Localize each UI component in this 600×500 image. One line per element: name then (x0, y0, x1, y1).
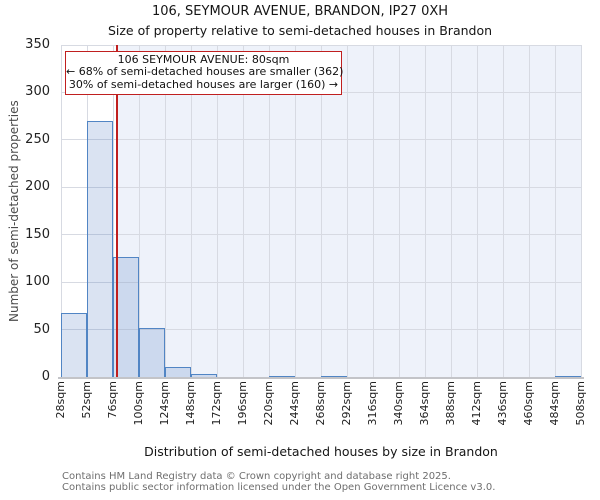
x-tick-label: 388sqm (444, 381, 457, 426)
chart-subtitle: Size of property relative to semi-detach… (107, 23, 493, 38)
x-gridline (294, 45, 296, 377)
x-tick-label: 28sqm (54, 381, 67, 419)
x-gridline (190, 45, 192, 377)
y-tick-label: 300 (25, 84, 50, 100)
x-tick-label: 100sqm (132, 381, 145, 426)
x-tick-label: 268sqm (314, 381, 327, 426)
x-gridline (476, 45, 478, 377)
x-tick-label: 52sqm (80, 381, 93, 419)
x-gridline (398, 45, 400, 377)
annotation-box: 106 SEYMOUR AVENUE: 80sqm ← 68% of semi-… (65, 51, 344, 95)
x-tick-label: 484sqm (548, 381, 561, 426)
x-tick-label: 172sqm (210, 381, 223, 426)
x-tick-label: 460sqm (522, 381, 535, 426)
x-gridline (112, 45, 114, 377)
x-tick-label: 316sqm (366, 381, 379, 426)
x-gridline (372, 45, 374, 377)
x-gridline (502, 45, 504, 377)
x-gridline (554, 45, 556, 377)
x-tick-label: 196sqm (236, 381, 249, 426)
x-tick-label: 436sqm (496, 381, 509, 426)
plot-area: 106 SEYMOUR AVENUE: 80sqm ← 68% of semi-… (58, 44, 584, 379)
x-gridline (60, 45, 62, 377)
chart-title: 106, SEYMOUR AVENUE, BRANDON, IP27 0XH (151, 4, 449, 19)
y-tick-label: 100 (25, 274, 50, 290)
x-tick-label: 412sqm (470, 381, 483, 426)
property-marker-line (116, 45, 119, 377)
x-gridline (138, 45, 140, 377)
larger-region-shading (117, 45, 581, 377)
x-tick-label: 292sqm (340, 381, 353, 426)
x-tick-label: 364sqm (418, 381, 431, 426)
histogram-bar (87, 120, 113, 377)
y-tick-label: 350 (25, 37, 50, 52)
x-tick-label: 244sqm (288, 381, 301, 426)
x-gridline (450, 45, 452, 377)
y-tick-label: 0 (41, 369, 50, 384)
histogram-bar (61, 313, 87, 377)
x-gridline (164, 45, 166, 377)
x-axis-label: Distribution of semi-detached houses by … (144, 444, 498, 459)
x-axis-line (58, 376, 584, 379)
x-tick-label: 124sqm (158, 381, 171, 426)
x-gridline (580, 45, 582, 377)
x-gridline (242, 45, 244, 377)
x-gridline (216, 45, 218, 377)
histogram-bar (191, 374, 217, 377)
histogram-bar (139, 327, 165, 377)
y-tick-label: 250 (25, 131, 50, 147)
x-tick-label: 340sqm (392, 381, 405, 426)
y-tick-label: 150 (25, 226, 50, 242)
annotation-title: 106 SEYMOUR AVENUE: 80sqm (117, 53, 290, 66)
x-tick-label: 220sqm (262, 381, 275, 426)
x-gridline (346, 45, 348, 377)
x-gridline (268, 45, 270, 377)
x-tick-label: 148sqm (184, 381, 197, 426)
x-tick-label: 76sqm (106, 381, 119, 419)
x-gridline (424, 45, 426, 377)
x-gridline (528, 45, 530, 377)
x-gridline (320, 45, 322, 377)
annotation-smaller-stat: ← 68% of semi-detached houses are smalle… (66, 65, 344, 79)
footer-attribution-1: Contains HM Land Registry data © Crown c… (62, 471, 451, 482)
y-tick-label: 50 (33, 321, 50, 337)
x-tick-label: 508sqm (574, 381, 587, 426)
histogram-bar (165, 366, 191, 377)
y-tick-label: 200 (25, 179, 50, 195)
annotation-larger-stat: 30% of semi-detached houses are larger (… (68, 77, 339, 91)
footer-attribution-2: Contains public sector information licen… (62, 482, 496, 493)
